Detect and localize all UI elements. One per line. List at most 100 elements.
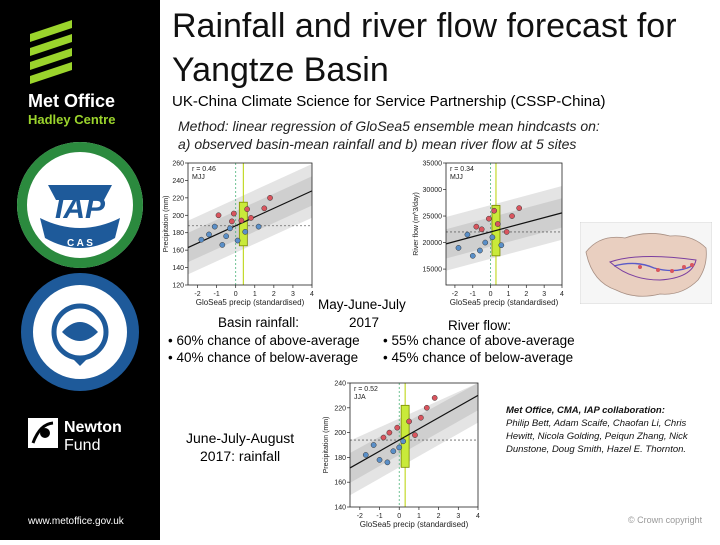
data-point xyxy=(390,448,397,455)
x-tick-label: 2 xyxy=(437,513,441,520)
newton-name: Newton xyxy=(64,419,122,436)
hadley-centre-label: Hadley Centre xyxy=(28,112,115,127)
jja-label: June-July-August 2017: rainfall xyxy=(186,429,294,465)
y-tick-label: 120 xyxy=(172,283,184,290)
method-line-1: Method: linear regression of GloSea5 ens… xyxy=(178,118,600,134)
data-point xyxy=(464,231,471,238)
iap-cas-seal-icon xyxy=(17,142,143,268)
yangtze-river-line xyxy=(613,262,693,272)
data-point xyxy=(498,242,505,249)
y-tick-label: 35000 xyxy=(423,161,443,168)
y-tick-label: 30000 xyxy=(423,187,443,194)
x-tick-label: 2 xyxy=(272,291,276,298)
yangtze-basin-map xyxy=(580,222,712,304)
jja-rainfall-chart: -2 -1 0 1 2 3 4 140 160 180 200 220 240 GloSea5 preci… xyxy=(323,381,480,530)
data-point xyxy=(267,195,273,201)
subtitle: UK-China Climate Science for Service Par… xyxy=(172,93,606,110)
data-point xyxy=(370,442,377,448)
y-tick-label: 140 xyxy=(172,265,184,272)
x-tick-label: 3 xyxy=(456,513,460,520)
collaboration-credits: Met Office, CMA, IAP collaboration: Phil… xyxy=(506,404,711,456)
gauge-site-1 xyxy=(638,265,642,269)
data-point xyxy=(198,236,205,243)
data-point xyxy=(469,252,476,259)
x-tick-label: 1 xyxy=(417,513,421,520)
data-point xyxy=(229,218,235,225)
mjj-rain-label: Basin rainfall: xyxy=(218,315,300,330)
plot-frame xyxy=(187,162,313,286)
data-point xyxy=(238,217,245,224)
x-axis-label: GloSea5 precip (standardised) xyxy=(196,298,305,307)
data-point xyxy=(206,231,212,238)
y-axis-label: River flow (m^3/day) xyxy=(413,192,420,256)
y-tick-label: 220 xyxy=(334,405,346,412)
y-tick-label: 200 xyxy=(334,430,346,437)
y-tick-label: 160 xyxy=(334,480,346,487)
x-tick-label: 4 xyxy=(476,513,480,520)
sidebar-graphics: Met Office Hadley Centre IAP C A S xyxy=(17,20,143,527)
mjj-rainfall-chart: -2 -1 0 1 2 3 4 120 140 160 180 200 220 240 260 GloSea5… xyxy=(163,161,314,308)
newton-sub: Fund xyxy=(64,437,100,454)
data-point xyxy=(261,205,268,212)
correlation-label: r = 0.52 xyxy=(354,386,378,393)
method-text: Method: linear regression of GloSea5 ens… xyxy=(178,117,600,153)
data-point xyxy=(244,206,250,213)
collab-head: Met Office, CMA, IAP collaboration: xyxy=(506,405,665,416)
data-point xyxy=(380,434,387,441)
x-tick-label: -2 xyxy=(194,291,200,298)
x-tick-label: 0 xyxy=(397,513,401,520)
gauge-site-3 xyxy=(670,269,674,273)
x-tick-label: 3 xyxy=(542,291,546,298)
x-tick-label: 4 xyxy=(310,291,314,298)
x-tick-label: 0 xyxy=(234,291,238,298)
data-point xyxy=(376,457,383,463)
season-label: MJJ xyxy=(192,174,205,181)
x-tick-label: -1 xyxy=(470,291,476,298)
data-point xyxy=(386,429,393,436)
x-tick-label: 1 xyxy=(507,291,511,298)
data-point xyxy=(211,223,218,230)
data-point xyxy=(362,452,369,458)
data-point xyxy=(482,239,489,246)
y-tick-label: 15000 xyxy=(423,267,443,274)
data-point xyxy=(412,432,418,438)
data-point xyxy=(255,223,262,230)
data-point xyxy=(215,212,222,219)
plot-frame xyxy=(349,382,479,508)
y-tick-label: 260 xyxy=(172,161,184,168)
mjj-season-year: 2017 xyxy=(349,315,380,330)
metoffice-url[interactable]: www.metoffice.gov.uk xyxy=(27,516,125,527)
newton-fund-logo-icon xyxy=(28,418,58,448)
data-point xyxy=(396,444,403,451)
data-point xyxy=(227,225,233,232)
correlation-label: r = 0.46 xyxy=(192,166,216,173)
data-point xyxy=(219,242,226,248)
collab-names: Philip Bett, Adam Scaife, Chaofan Li, Ch… xyxy=(506,418,688,455)
plot-frame xyxy=(445,162,563,286)
branding-sidebar: Met Office Hadley Centre IAP C A S xyxy=(0,0,160,540)
x-tick-label: -2 xyxy=(357,513,363,520)
x-tick-label: 3 xyxy=(291,291,295,298)
gauge-site-4 xyxy=(682,265,686,269)
x-axis-label: GloSea5 precip (standardised) xyxy=(450,298,559,307)
season-label: MJJ xyxy=(450,174,463,181)
y-tick-label: 200 xyxy=(172,213,184,220)
x-tick-label: 2 xyxy=(524,291,528,298)
x-tick-label: -2 xyxy=(452,291,458,298)
data-point xyxy=(509,213,515,219)
copyright: © Crown copyright xyxy=(628,515,703,525)
data-point xyxy=(431,395,438,401)
data-point xyxy=(406,418,412,425)
x-tick-label: 0 xyxy=(489,291,493,298)
data-point xyxy=(234,237,241,244)
data-point xyxy=(418,414,424,421)
gauge-site-5 xyxy=(690,263,694,267)
metoffice-stripes-icon xyxy=(30,20,72,84)
data-point xyxy=(478,226,485,233)
y-tick-label: 140 xyxy=(334,505,346,512)
cma-seal-icon xyxy=(21,273,139,391)
y-tick-label: 180 xyxy=(334,455,346,462)
data-point xyxy=(455,245,462,251)
regression-line xyxy=(445,212,563,245)
mjj-flow-above: • 55% chance of above-average xyxy=(383,333,575,348)
